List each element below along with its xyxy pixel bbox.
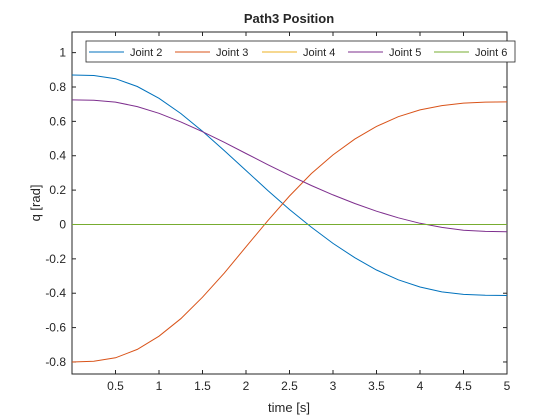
- legend-label-joint-6: Joint 6: [475, 47, 507, 59]
- x-tick-label: 3: [330, 379, 337, 393]
- y-tick-label: -0.8: [45, 355, 66, 369]
- legend-label-joint-2: Joint 2: [130, 47, 162, 59]
- series-line-joint-5: [71, 99, 508, 233]
- chart-title: Path3 Position: [244, 11, 334, 26]
- y-tick-label: 0.4: [49, 149, 66, 163]
- legend-box: [85, 40, 516, 63]
- legend-items: Joint 2 Joint 3 Joint 4 Joint 5 Joint 6: [89, 47, 507, 59]
- y-axis-label: q [rad]: [28, 185, 43, 222]
- y-tick-label: 0.8: [49, 80, 66, 94]
- x-tick-label: 5: [504, 379, 511, 393]
- y-tick-label: 0.6: [49, 114, 66, 128]
- x-tick-label: 4: [417, 379, 424, 393]
- series-lines: [71, 74, 508, 363]
- x-axis-ticks: 0.5 1 1.5 2 2.5 3 3.5 4 4.5 5: [107, 32, 511, 393]
- y-tick-label: 1: [59, 46, 66, 60]
- x-axis-label: time [s]: [268, 400, 310, 415]
- legend-label-joint-3: Joint 3: [216, 47, 248, 59]
- x-tick-label: 2.5: [281, 379, 298, 393]
- x-tick-label: 2: [243, 379, 250, 393]
- x-tick-label: 1.5: [194, 379, 211, 393]
- legend-label-joint-5: Joint 5: [389, 47, 421, 59]
- axes-box: [71, 31, 508, 375]
- plot-area: 0.5 1 1.5 2 2.5 3 3.5 4 4.5 5 -0.8 -0.6 -0.4 -0.2 0 0.…: [45, 31, 511, 393]
- series-line-joint-2: [71, 74, 508, 296]
- y-tick-label: -0.4: [45, 286, 66, 300]
- y-axis-ticks: -0.8 -0.6 -0.4 -0.2 0 0.2 0.4 0.6 0.8 1: [45, 46, 507, 369]
- y-tick-label: -0.6: [45, 321, 66, 335]
- x-tick-label: 0.5: [107, 379, 124, 393]
- x-tick-label: 3.5: [368, 379, 385, 393]
- x-tick-label: 1: [156, 379, 163, 393]
- legend: Joint 2 Joint 3 Joint 4 Joint 5 Joint 6: [85, 40, 516, 63]
- y-tick-label: 0.2: [49, 183, 66, 197]
- series-line-joint-3: [71, 101, 508, 363]
- y-tick-label: -0.2: [45, 252, 66, 266]
- legend-label-joint-4: Joint 4: [303, 47, 335, 59]
- x-tick-label: 4.5: [455, 379, 472, 393]
- y-tick-label: 0: [59, 217, 66, 231]
